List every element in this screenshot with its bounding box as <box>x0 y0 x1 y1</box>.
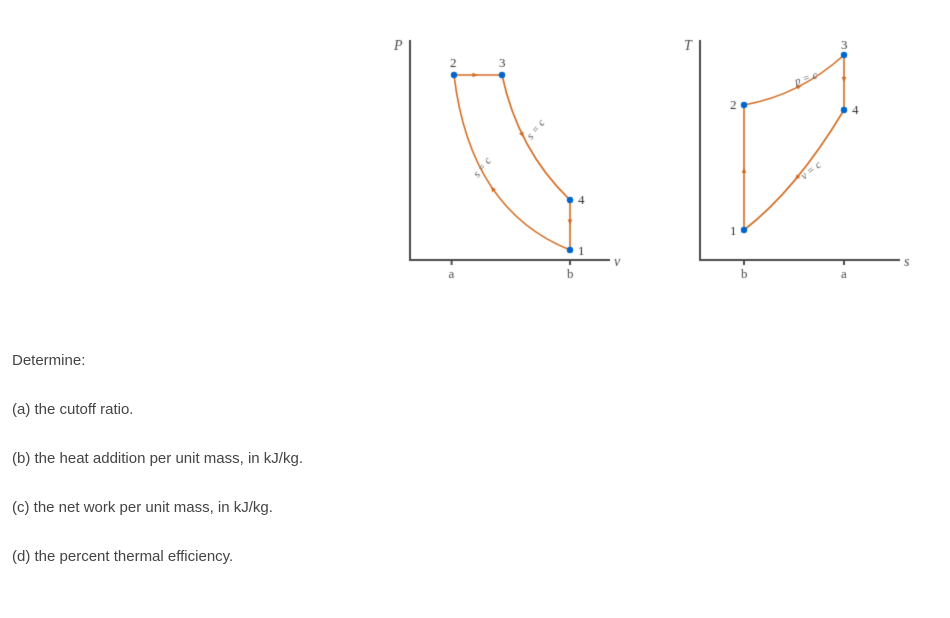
item-d: (d) the percent thermal efficiency. <box>12 546 303 567</box>
item-a: (a) the cutoff ratio. <box>12 399 303 420</box>
question-text: Determine: (a) the cutoff ratio. (b) the… <box>12 350 303 595</box>
pv-diagram <box>380 30 630 290</box>
item-c: (c) the net work per unit mass, in kJ/kg… <box>12 497 303 518</box>
ts-diagram <box>670 30 920 290</box>
diagrams-container <box>380 30 940 310</box>
item-b: (b) the heat addition per unit mass, in … <box>12 448 303 469</box>
determine-heading: Determine: <box>12 350 303 371</box>
